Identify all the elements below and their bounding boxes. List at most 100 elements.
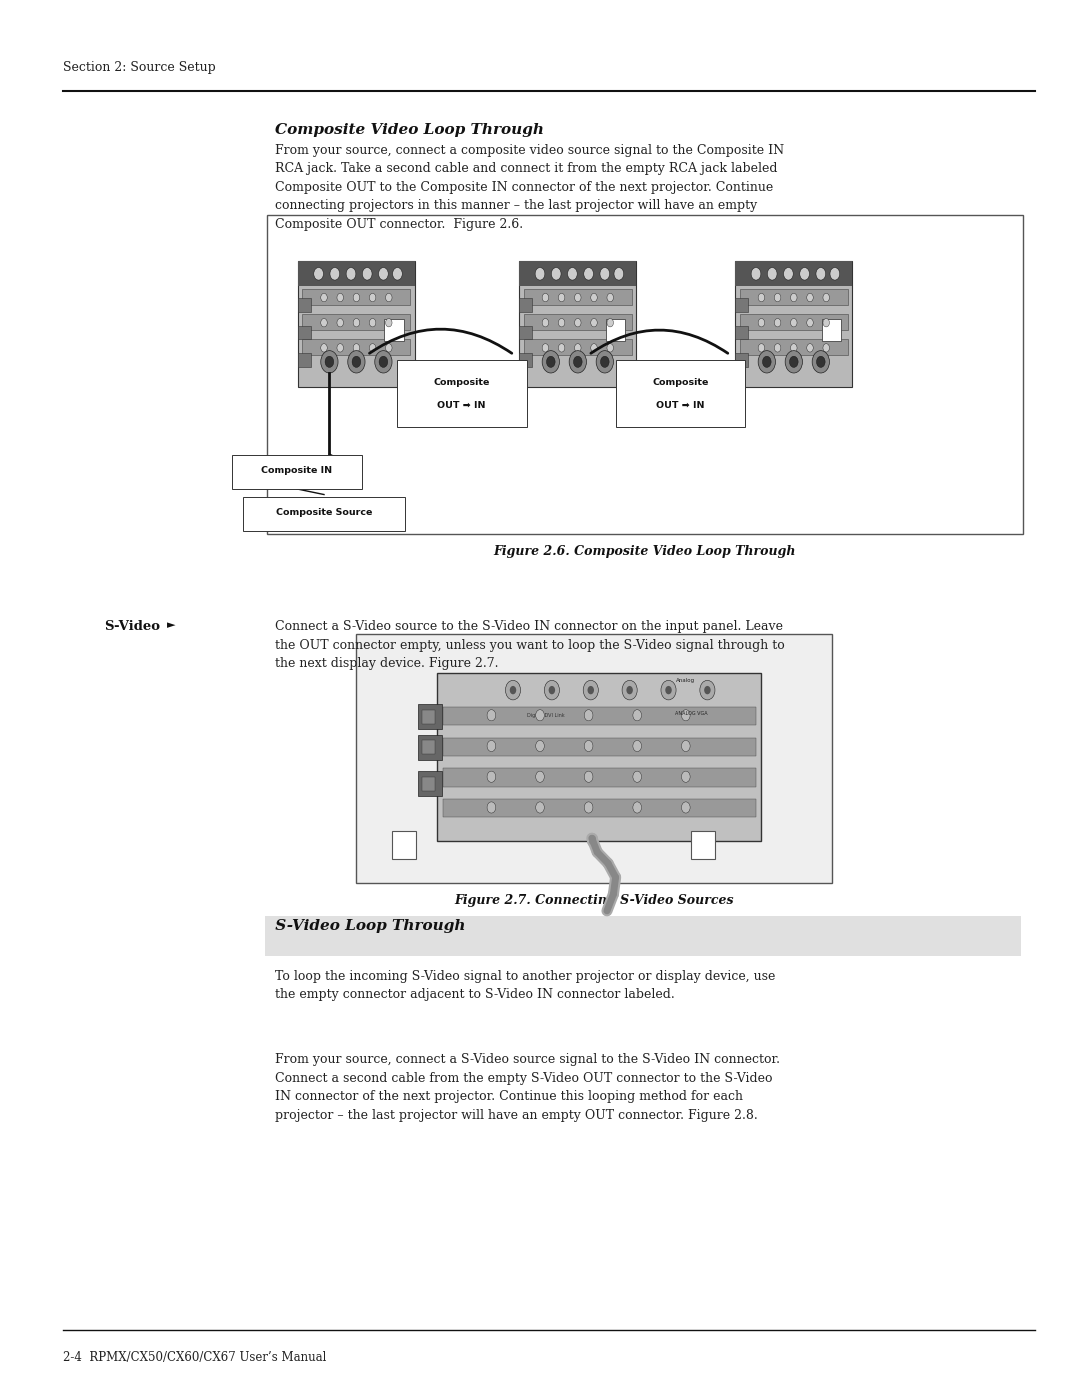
Circle shape xyxy=(379,267,389,279)
Text: Figure 2.7. Connecting S-Video Sources: Figure 2.7. Connecting S-Video Sources xyxy=(455,894,733,907)
Circle shape xyxy=(791,293,797,302)
Bar xyxy=(740,339,848,355)
Circle shape xyxy=(375,351,392,373)
Bar xyxy=(302,289,410,305)
Circle shape xyxy=(681,771,690,782)
Circle shape xyxy=(325,356,334,367)
Circle shape xyxy=(536,771,544,782)
Bar xyxy=(519,353,532,367)
Circle shape xyxy=(573,356,582,367)
Bar xyxy=(243,497,405,531)
Circle shape xyxy=(353,293,360,302)
Circle shape xyxy=(807,344,813,352)
Circle shape xyxy=(510,686,516,694)
Circle shape xyxy=(542,351,559,373)
Circle shape xyxy=(536,710,544,721)
Circle shape xyxy=(681,710,690,721)
Circle shape xyxy=(546,356,555,367)
Circle shape xyxy=(363,267,373,279)
Bar xyxy=(443,738,756,756)
Text: Digital DVI Link: Digital DVI Link xyxy=(527,712,564,718)
Circle shape xyxy=(505,680,521,700)
Circle shape xyxy=(784,267,793,279)
Circle shape xyxy=(369,293,376,302)
Bar xyxy=(418,704,442,729)
Bar xyxy=(735,326,748,339)
Circle shape xyxy=(591,344,597,352)
Circle shape xyxy=(584,771,593,782)
Circle shape xyxy=(752,267,761,279)
Circle shape xyxy=(831,267,840,279)
Bar xyxy=(443,707,756,725)
Circle shape xyxy=(487,802,496,813)
Bar xyxy=(691,831,715,859)
Text: Analog: Analog xyxy=(676,678,696,683)
Bar xyxy=(418,771,442,796)
Bar xyxy=(397,360,527,427)
Circle shape xyxy=(758,293,765,302)
Circle shape xyxy=(823,293,829,302)
Circle shape xyxy=(487,771,496,782)
Circle shape xyxy=(337,293,343,302)
Text: OUT ➡ IN: OUT ➡ IN xyxy=(657,401,704,409)
Bar xyxy=(437,673,761,841)
Circle shape xyxy=(767,267,778,279)
Bar xyxy=(735,353,748,367)
Circle shape xyxy=(392,267,402,279)
Circle shape xyxy=(536,267,545,279)
Bar xyxy=(392,831,416,859)
Circle shape xyxy=(321,293,327,302)
Circle shape xyxy=(542,293,549,302)
Circle shape xyxy=(353,344,360,352)
Circle shape xyxy=(569,351,586,373)
Text: Composite: Composite xyxy=(652,379,708,387)
Bar xyxy=(302,314,410,330)
Circle shape xyxy=(681,740,690,752)
Bar xyxy=(519,261,636,387)
Circle shape xyxy=(661,680,676,700)
Circle shape xyxy=(346,267,356,279)
Circle shape xyxy=(588,686,594,694)
Circle shape xyxy=(379,356,388,367)
Circle shape xyxy=(591,319,597,327)
Text: Composite Video Loop Through: Composite Video Loop Through xyxy=(275,123,544,137)
Circle shape xyxy=(681,802,690,813)
Circle shape xyxy=(552,267,562,279)
Text: From your source, connect a S-Video source signal to the S-Video IN connector.
C: From your source, connect a S-Video sour… xyxy=(275,1053,781,1122)
Circle shape xyxy=(558,319,565,327)
Circle shape xyxy=(337,319,343,327)
Bar xyxy=(519,261,636,286)
Bar xyxy=(418,735,442,760)
Circle shape xyxy=(785,351,802,373)
Text: ANALOG VGA: ANALOG VGA xyxy=(675,711,707,717)
Bar xyxy=(298,261,415,387)
Circle shape xyxy=(321,351,338,373)
Circle shape xyxy=(536,802,544,813)
Circle shape xyxy=(758,351,775,373)
Circle shape xyxy=(774,344,781,352)
Bar xyxy=(302,339,410,355)
Circle shape xyxy=(758,344,765,352)
Circle shape xyxy=(314,267,324,279)
Bar xyxy=(524,289,632,305)
Circle shape xyxy=(762,356,771,367)
Bar xyxy=(298,326,311,339)
Circle shape xyxy=(369,319,376,327)
Circle shape xyxy=(584,740,593,752)
Circle shape xyxy=(568,267,577,279)
Bar xyxy=(422,777,435,791)
Bar xyxy=(524,314,632,330)
Circle shape xyxy=(386,319,392,327)
Circle shape xyxy=(536,740,544,752)
Bar xyxy=(298,298,311,312)
Circle shape xyxy=(369,344,376,352)
Circle shape xyxy=(575,344,581,352)
Circle shape xyxy=(558,344,565,352)
Circle shape xyxy=(704,686,711,694)
Bar xyxy=(524,339,632,355)
Bar xyxy=(422,740,435,754)
Circle shape xyxy=(600,267,610,279)
Circle shape xyxy=(583,680,598,700)
Circle shape xyxy=(607,319,613,327)
Circle shape xyxy=(812,351,829,373)
